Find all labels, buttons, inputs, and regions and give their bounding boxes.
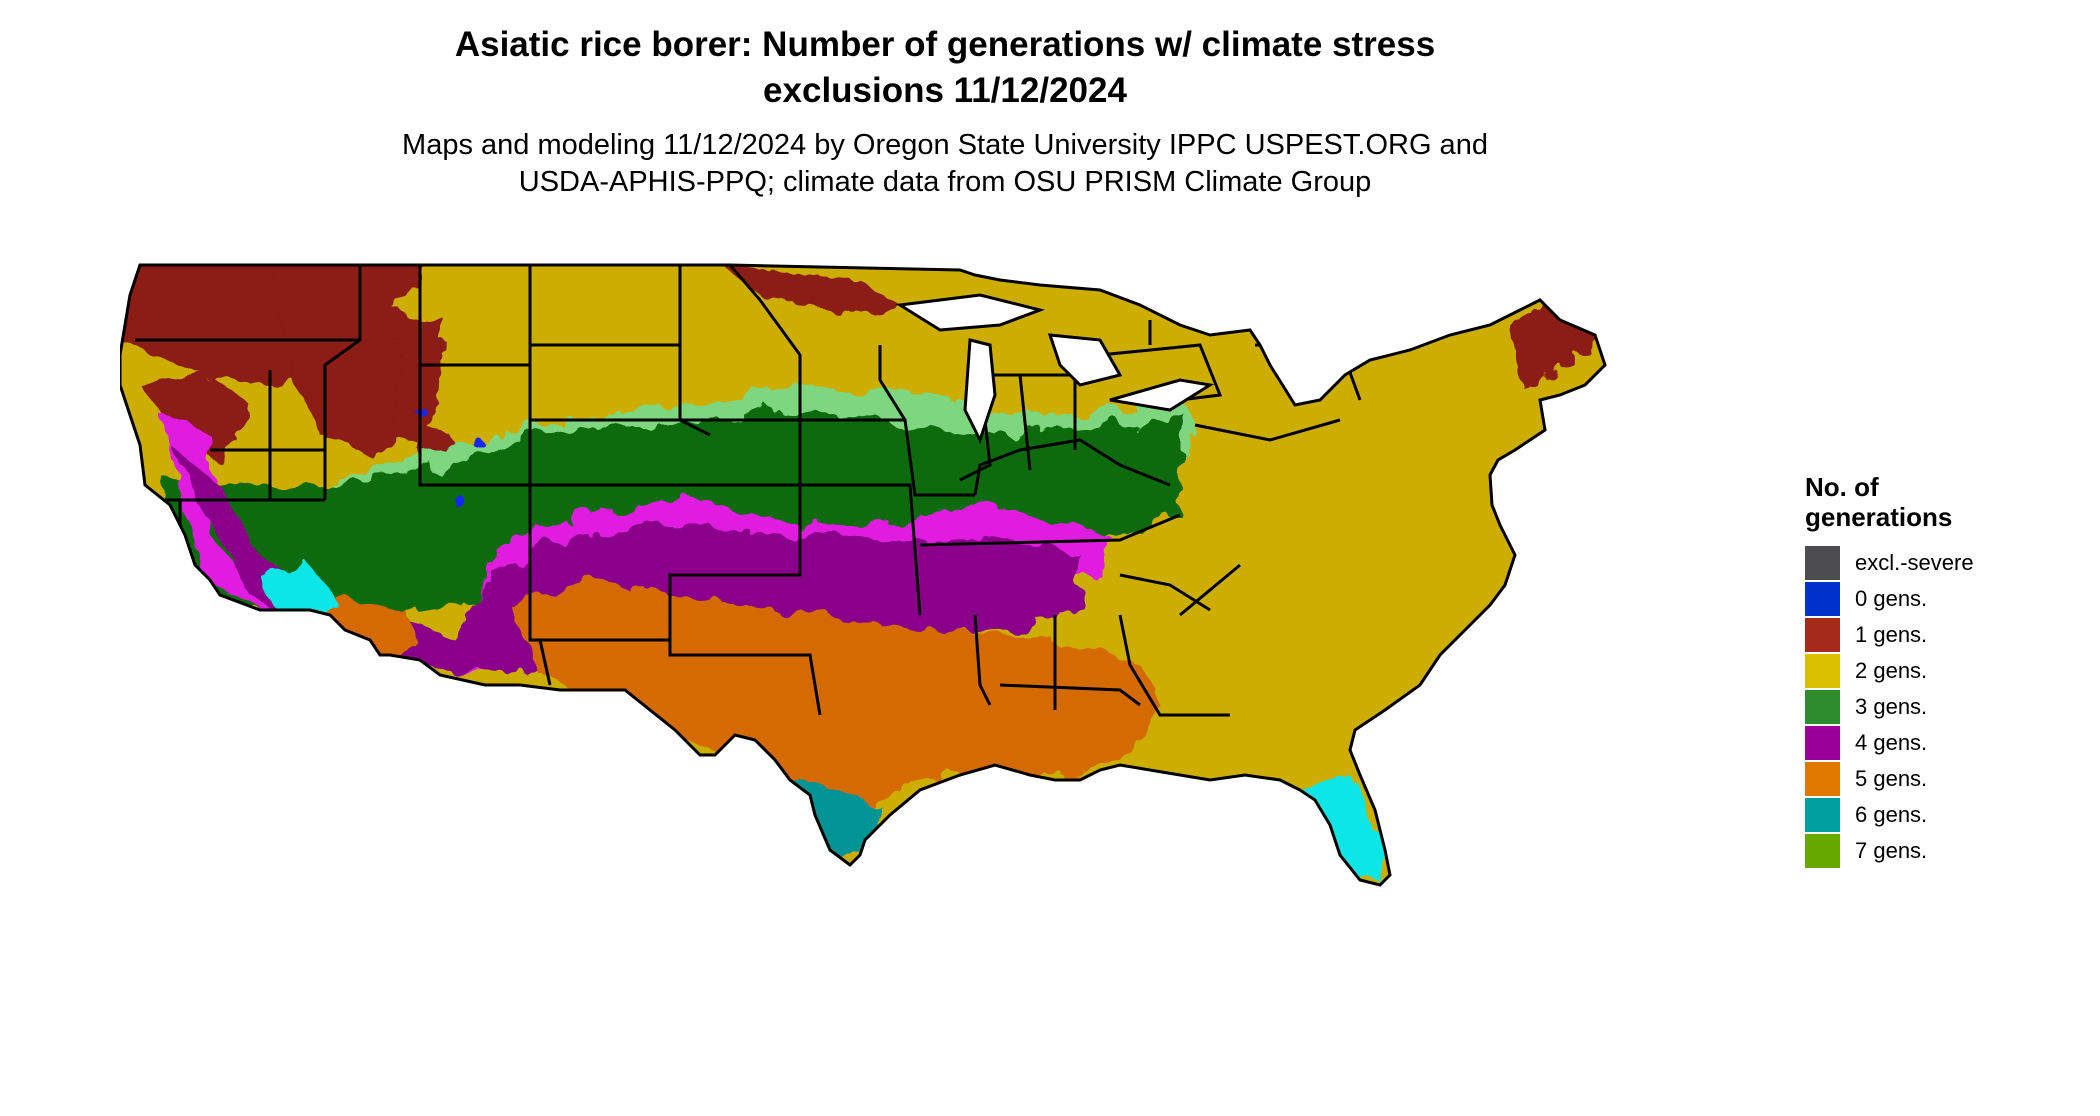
legend-swatch — [1805, 726, 1840, 760]
map-title-line1: Asiatic rice borer: Number of generation… — [454, 25, 1436, 64]
legend-label: 6 gens. — [1855, 802, 1928, 827]
great-lakes — [895, 293, 1215, 444]
legend-title: No. of generations — [1805, 472, 2065, 532]
legend-label: excl.-severe — [1855, 550, 1974, 575]
legend-label: 7 gens. — [1855, 838, 1928, 863]
zone-1-gen-upper-michigan — [720, 265, 900, 315]
map-title-line2: exclusions 11/12/2024 — [763, 71, 1127, 110]
legend-swatch — [1805, 690, 1840, 724]
zone-0-gens-spot — [470, 435, 480, 445]
us-outline — [120, 263, 1607, 887]
generation-zones — [120, 265, 1605, 885]
legend-items: excl.-severe 0 gens. 1 gens. 2 gens. 3 gens.… — [1805, 544, 2065, 868]
legend-item: 3 gens. — [1805, 688, 2065, 724]
legend-title-line2: generations — [1805, 502, 1953, 532]
legend-item: 2 gens. — [1805, 652, 2065, 688]
zone-0-gens-spot — [452, 494, 464, 506]
legend-item: 6 gens. — [1805, 796, 2065, 832]
map-subtitle-line1: Maps and modeling 11/12/2024 by Oregon S… — [402, 129, 1488, 161]
legend-label: 4 gens. — [1855, 730, 1928, 755]
legend-swatch — [1805, 654, 1840, 688]
legend-swatch — [1805, 582, 1840, 616]
legend-item: 4 gens. — [1805, 724, 2065, 760]
legend-item: 7 gens. — [1805, 832, 2065, 868]
legend-title-line1: No. of — [1805, 472, 1879, 502]
legend-swatch — [1805, 546, 1840, 580]
legend-swatch — [1805, 798, 1840, 832]
legend-label: 5 gens. — [1855, 766, 1928, 791]
zone-1-gen-oregon — [140, 375, 250, 465]
legend-label: 0 gens. — [1855, 586, 1928, 611]
zone-5-gens — [510, 580, 1160, 815]
legend-swatch — [1805, 762, 1840, 796]
legend-item: 5 gens. — [1805, 760, 2065, 796]
map-title: Asiatic rice borer: Number of generation… — [0, 22, 1890, 114]
legend-swatch — [1805, 618, 1840, 652]
legend-swatch — [1805, 834, 1840, 868]
zone-6-gens-florida — [1300, 775, 1385, 885]
legend-label: 1 gens. — [1855, 622, 1928, 647]
legend-label: 3 gens. — [1855, 694, 1928, 719]
legend-item: 1 gens. — [1805, 616, 2065, 652]
us-generations-map — [120, 263, 1607, 887]
zone-4-gens — [170, 445, 1080, 675]
map-subtitle: Maps and modeling 11/12/2024 by Oregon S… — [0, 127, 1890, 201]
legend: No. of generations excl.-severe 0 gens. 1 … — [1805, 472, 2065, 868]
legend-label: 2 gens. — [1855, 658, 1928, 683]
map-subtitle-line2: USDA-APHIS-PPQ; climate data from OSU PR… — [518, 166, 1372, 198]
state-borders — [120, 265, 1362, 717]
legend-item: excl.-severe — [1805, 544, 2065, 580]
legend-item: 0 gens. — [1805, 580, 2065, 616]
